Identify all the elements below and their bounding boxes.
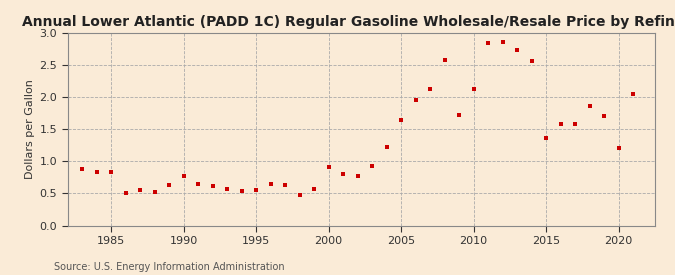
Point <box>396 117 406 122</box>
Point <box>250 187 261 192</box>
Point <box>236 189 247 193</box>
Point <box>468 87 479 92</box>
Point <box>381 144 392 149</box>
Point <box>483 41 493 45</box>
Point <box>541 136 551 141</box>
Y-axis label: Dollars per Gallon: Dollars per Gallon <box>25 79 35 179</box>
Point <box>265 182 276 186</box>
Point <box>555 122 566 126</box>
Point <box>512 48 522 53</box>
Point <box>526 59 537 64</box>
Title: Annual Lower Atlantic (PADD 1C) Regular Gasoline Wholesale/Resale Price by Refin: Annual Lower Atlantic (PADD 1C) Regular … <box>22 15 675 29</box>
Point <box>105 170 116 174</box>
Point <box>294 193 305 197</box>
Point <box>279 183 290 187</box>
Point <box>207 184 218 189</box>
Point <box>178 174 189 178</box>
Point <box>76 167 87 171</box>
Point <box>439 58 450 62</box>
Point <box>367 164 377 168</box>
Point <box>323 165 334 169</box>
Point <box>497 40 508 44</box>
Text: Source: U.S. Energy Information Administration: Source: U.S. Energy Information Administ… <box>54 262 285 272</box>
Point <box>149 190 160 194</box>
Point <box>599 114 610 119</box>
Point <box>613 146 624 150</box>
Point <box>425 87 435 92</box>
Point <box>308 187 319 191</box>
Point <box>570 122 580 126</box>
Point <box>338 172 348 176</box>
Point <box>163 183 174 187</box>
Point <box>628 92 639 96</box>
Point <box>120 191 131 196</box>
Point <box>454 113 464 117</box>
Point <box>134 188 145 192</box>
Point <box>91 170 102 174</box>
Point <box>192 182 203 186</box>
Point <box>352 174 363 178</box>
Point <box>584 103 595 108</box>
Point <box>410 98 421 103</box>
Point <box>221 187 232 191</box>
